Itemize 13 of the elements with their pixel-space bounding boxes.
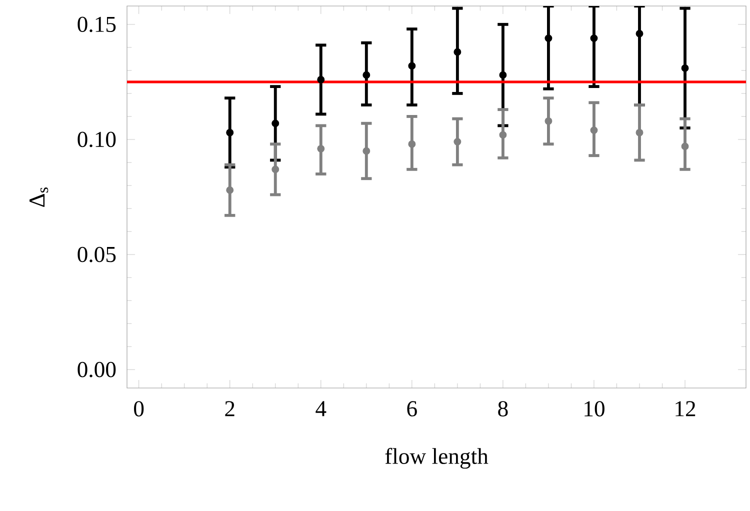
x-axis-title: flow length [385, 448, 488, 469]
y-tick-label: 0.00 [78, 362, 116, 378]
y-tick-label: 0.15 [78, 16, 116, 32]
y-tick-label: 0.05 [78, 246, 116, 262]
y-tick-label: 0.10 [78, 132, 116, 148]
x-tick-label: 4 [316, 401, 326, 416]
y-axis-title: Δ$_{s}$ [30, 188, 48, 207]
x-tick-label: 10 [584, 401, 604, 416]
x-tick-label: 12 [676, 401, 696, 416]
x-tick-label: 0 [134, 401, 144, 416]
x-tick-label: 8 [498, 401, 508, 416]
x-tick-label: 6 [407, 401, 417, 416]
x-tick-label: 2 [225, 401, 234, 416]
